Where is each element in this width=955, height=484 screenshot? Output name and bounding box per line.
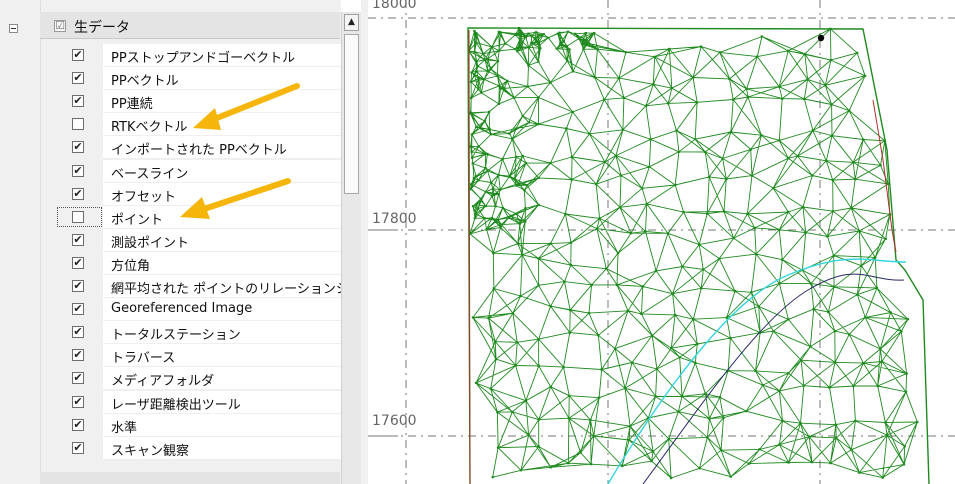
focus-rect	[57, 206, 102, 227]
map-view[interactable]: 18000 17800 17600	[368, 0, 955, 484]
layer-checkbox[interactable]: ✔	[72, 325, 84, 339]
layer-checkbox[interactable]: ✔	[72, 255, 84, 269]
layer-label-cell: PP連続	[103, 90, 341, 114]
layer-label-cell: PPストップアンドゴーベクトル	[103, 44, 341, 67]
group-label: 生データ	[74, 20, 130, 36]
tree-item-row[interactable]: ✔ PPストップアンドゴーベクトル	[0, 44, 341, 67]
layer-label: メディアフォルダ	[111, 374, 215, 390]
layer-label-cell: PPベクトル	[103, 67, 341, 91]
layer-label-cell: 水準	[103, 413, 341, 437]
tree-item-row[interactable]: ✔ Georeferenced Image	[0, 298, 341, 322]
layer-checkbox[interactable]: ✔	[72, 94, 84, 108]
layer-label: トラバース	[111, 351, 176, 367]
layer-label: 測設ポイント	[111, 235, 190, 251]
tree-item-row[interactable]: ✔ 方位角	[0, 251, 341, 275]
layer-label: 網平均された ポイントのリレーションシ	[111, 282, 341, 297]
layer-label-cell: 方位角	[103, 251, 341, 275]
tree-item-row[interactable]: RTKベクトル	[0, 113, 341, 137]
layer-tree-panel: ☑ 生データ ✔ PPストップアンドゴーベクトル ✔ PPベクトル ✔ PP連続 RTKベク…	[0, 0, 341, 484]
layer-label-cell: トラバース	[103, 344, 341, 368]
layer-checkbox[interactable]: ✔	[72, 232, 84, 246]
group-checkbox[interactable]: ☑	[54, 19, 66, 32]
map-canvas[interactable]	[368, 0, 955, 484]
tree-item-row[interactable]: ✔ トラバース	[0, 344, 341, 368]
layer-label: トータルステーション	[111, 328, 241, 344]
layer-checkbox[interactable]: ✔	[72, 140, 84, 154]
layer-label-cell: トータルステーション	[103, 321, 341, 345]
layer-label: RTKベクトル	[111, 120, 188, 136]
layer-label-cell: インポートされた PPベクトル	[103, 136, 341, 160]
tree-item-row[interactable]: ✔ ベースライン	[0, 159, 341, 183]
layer-label: レーザ距離検出ツール	[111, 397, 241, 413]
collapse-toggle[interactable]	[9, 24, 18, 33]
layer-checkbox[interactable]: ✔	[72, 48, 84, 61]
layer-checkbox[interactable]: ✔	[72, 440, 84, 454]
tree-item-row[interactable]: ✔ メディアフォルダ	[0, 367, 341, 391]
layer-label-cell: ポイント	[103, 205, 341, 229]
tree-guide-line	[40, 0, 41, 484]
layer-checkbox[interactable]	[72, 118, 84, 131]
layer-label: インポートされた PPベクトル	[111, 143, 287, 159]
layer-label-cell: スキャン観察	[103, 436, 341, 460]
layer-label-cell: レーザ距離検出ツール	[103, 390, 341, 414]
layer-checkbox[interactable]: ✔	[72, 394, 84, 408]
panel-splitter[interactable]	[361, 0, 368, 484]
tree-item-row[interactable]: ✔ レーザ距離検出ツール	[0, 390, 341, 414]
y-label-17800: 17800	[372, 211, 417, 227]
layer-checkbox[interactable]: ✔	[72, 371, 84, 385]
layer-checkbox[interactable]: ✔	[72, 279, 84, 292]
layer-label-cell: 網平均された ポイントのリレーションシ	[103, 275, 341, 298]
layer-label: オフセット	[111, 189, 177, 205]
layer-label-cell: Georeferenced Image	[103, 298, 341, 322]
tree-item-row[interactable]: ✔ トータルステーション	[0, 321, 341, 345]
layer-checkbox[interactable]: ✔	[72, 71, 84, 85]
layer-label: 水準	[111, 420, 138, 436]
tree-item-row[interactable]: ✔ スキャン観察	[0, 436, 341, 460]
vertical-scrollbar[interactable]: ▲	[341, 12, 362, 484]
layer-label: PPベクトル	[111, 74, 179, 90]
tree-item-row[interactable]: ✔ 水準	[0, 413, 341, 437]
y-label-top: 18000	[372, 0, 417, 12]
scroll-thumb[interactable]	[344, 34, 359, 194]
layer-label: PP連続	[111, 97, 153, 113]
layer-label: スキャン観察	[111, 443, 190, 459]
layer-label-cell: 測設ポイント	[103, 228, 341, 252]
tree-group-raw-data[interactable]: ☑ 生データ	[40, 12, 340, 39]
layer-checkbox[interactable]: ✔	[72, 348, 84, 362]
tree-item-row[interactable]: ✔ 網平均された ポイントのリレーションシ	[0, 275, 341, 298]
layer-label: Georeferenced Image	[111, 301, 253, 317]
layer-checkbox[interactable]: ✔	[72, 163, 84, 177]
layer-label: ベースライン	[111, 166, 189, 182]
layer-label: PPストップアンドゴーベクトル	[111, 51, 296, 66]
layer-checkbox[interactable]: ✔	[72, 186, 84, 200]
layer-checkbox[interactable]: ✔	[72, 417, 84, 431]
y-label-17600: 17600	[372, 413, 417, 429]
layer-checkbox[interactable]	[72, 210, 84, 223]
tree-item-row[interactable]: ✔ 測設ポイント	[0, 228, 341, 252]
layer-label-cell: ベースライン	[103, 159, 341, 183]
scroll-up-button[interactable]: ▲	[344, 14, 359, 31]
annotation-arrow-point	[180, 178, 291, 219]
annotation-arrow-rtk	[193, 83, 300, 130]
layer-checkbox[interactable]: ✔	[72, 302, 84, 316]
tree-item-row[interactable]: ✔ PPベクトル	[0, 67, 341, 91]
tree-item-row[interactable]: ✔ PP連続	[0, 90, 341, 114]
tree-item-row[interactable]: ポイント	[0, 205, 341, 229]
layer-label-cell: RTKベクトル	[103, 113, 341, 137]
layer-label-cell: メディアフォルダ	[103, 367, 341, 391]
layer-label: ポイント	[111, 212, 164, 228]
next-group-row	[40, 472, 340, 484]
layer-label: 方位角	[111, 258, 151, 274]
tree-item-row[interactable]: ✔ インポートされた PPベクトル	[0, 136, 341, 160]
